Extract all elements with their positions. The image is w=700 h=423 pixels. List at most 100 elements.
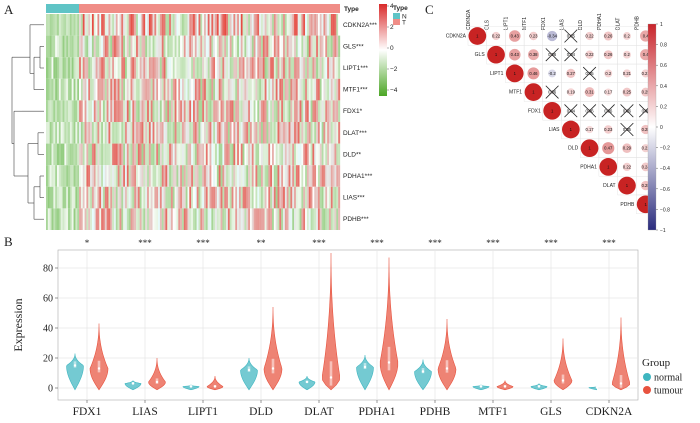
heatmap-cell (321, 78, 324, 101)
heatmap-cell (237, 57, 240, 79)
heatmap-cell (75, 57, 78, 79)
heatmap-cell (235, 165, 238, 187)
heatmap-cell (152, 35, 155, 58)
heatmap-cell (295, 100, 298, 122)
heatmap-cell (207, 122, 210, 144)
heatmap-cell (58, 186, 61, 209)
heatmap-cell (134, 208, 137, 230)
heatmap-cell (93, 143, 96, 166)
corr-cross (582, 104, 597, 118)
heatmap-cell (167, 57, 170, 79)
heatmap-cell (222, 143, 225, 166)
heatmap-cell (224, 78, 227, 101)
heatmap-cell (110, 100, 113, 122)
heatmap-cell (121, 57, 124, 79)
heatmap-cell (51, 143, 54, 166)
heatmap-cell (292, 14, 295, 36)
heatmap-cell (136, 14, 139, 36)
heatmap-cell (102, 78, 105, 101)
heatmap-cell (327, 208, 330, 230)
heatmap-cell (213, 122, 216, 144)
heatmap-cell (233, 35, 236, 58)
heatmap-cell (222, 186, 225, 209)
violin-median-tumour (445, 367, 449, 370)
heatmap-cell (115, 57, 118, 79)
heatmap-cell (57, 35, 60, 58)
significance-marker: *** (544, 238, 558, 248)
heatmap-cell (47, 186, 50, 209)
heatmap-cell (323, 100, 326, 122)
heatmap-cell (251, 78, 254, 101)
heatmap-cell (53, 186, 56, 209)
heatmap-cell (209, 78, 212, 101)
heatmap-cell (200, 100, 203, 122)
corr-value: 1 (495, 52, 498, 57)
heatmap-cell (119, 208, 122, 230)
heatmap-cell (99, 57, 102, 79)
heatmap-cell (308, 100, 311, 122)
heatmap-cell (97, 14, 100, 36)
heatmap-cell (222, 208, 225, 230)
heatmap-cell (159, 57, 162, 79)
heatmap-cell (57, 208, 60, 230)
heatmap-cell (130, 35, 133, 58)
heatmap-cell (183, 165, 186, 187)
heatmap-cell (295, 208, 298, 230)
heatmap-cell (86, 78, 89, 101)
heatmap-cell (154, 57, 157, 79)
corr-scale-tick-label: 0.8 (660, 43, 667, 49)
heatmap-cell (294, 57, 297, 79)
legend-label-tumour: tumour (654, 386, 684, 397)
heatmap-cell (79, 186, 82, 209)
heatmap-cell (233, 165, 236, 187)
heatmap-cell (268, 57, 271, 79)
heatmap-cell (112, 186, 115, 209)
heatmap-cell (286, 100, 289, 122)
heatmap-cell (279, 186, 282, 209)
heatmap-cell (110, 208, 113, 230)
heatmap-cell (113, 14, 116, 36)
heatmap-cell (231, 14, 234, 36)
heatmap-cell (82, 122, 85, 144)
heatmap-cell (104, 14, 107, 36)
heatmap-cell (262, 208, 265, 230)
heatmap-cell (189, 100, 192, 122)
heatmap-cell (316, 208, 319, 230)
corr-col-label: GLS (485, 19, 491, 30)
heatmap-cell (325, 35, 328, 58)
heatmap-cell (205, 208, 208, 230)
heatmap-cell (233, 186, 236, 209)
heatmap-cell (158, 208, 161, 230)
heatmap-cell (191, 122, 194, 144)
heatmap-cell (260, 186, 263, 209)
heatmap-cell (260, 100, 263, 122)
heatmap-cell (62, 14, 65, 36)
heatmap-cell (255, 122, 258, 144)
heatmap-cell (312, 122, 315, 144)
heatmap-cell (314, 143, 317, 166)
heatmap-cell (117, 78, 120, 101)
heatmap-cell (266, 57, 269, 79)
heatmap-cell (266, 122, 269, 144)
corr-circle (585, 31, 594, 41)
heatmap-cell (270, 14, 273, 36)
heatmap-cell (137, 35, 140, 58)
heatmap-cell (128, 208, 131, 230)
heatmap-cell (161, 14, 164, 36)
heatmap-cell (110, 143, 113, 166)
heatmap-cell (259, 35, 262, 58)
heatmap-cell (58, 100, 61, 122)
corr-col-label: MTF1 (522, 17, 528, 30)
heatmap-cell (139, 143, 142, 166)
heatmap-cell (338, 35, 341, 58)
heatmap-cell (220, 78, 223, 101)
heatmap-cell (272, 100, 274, 122)
heatmap-cell (246, 143, 249, 166)
heatmap-cell (108, 122, 111, 144)
heatmap-cell (260, 122, 263, 144)
heatmap-cell (88, 57, 91, 79)
heatmap-cell (200, 122, 203, 144)
heatmap-cell (202, 100, 205, 122)
corr-cross (620, 104, 634, 118)
heatmap-cell (303, 78, 306, 101)
